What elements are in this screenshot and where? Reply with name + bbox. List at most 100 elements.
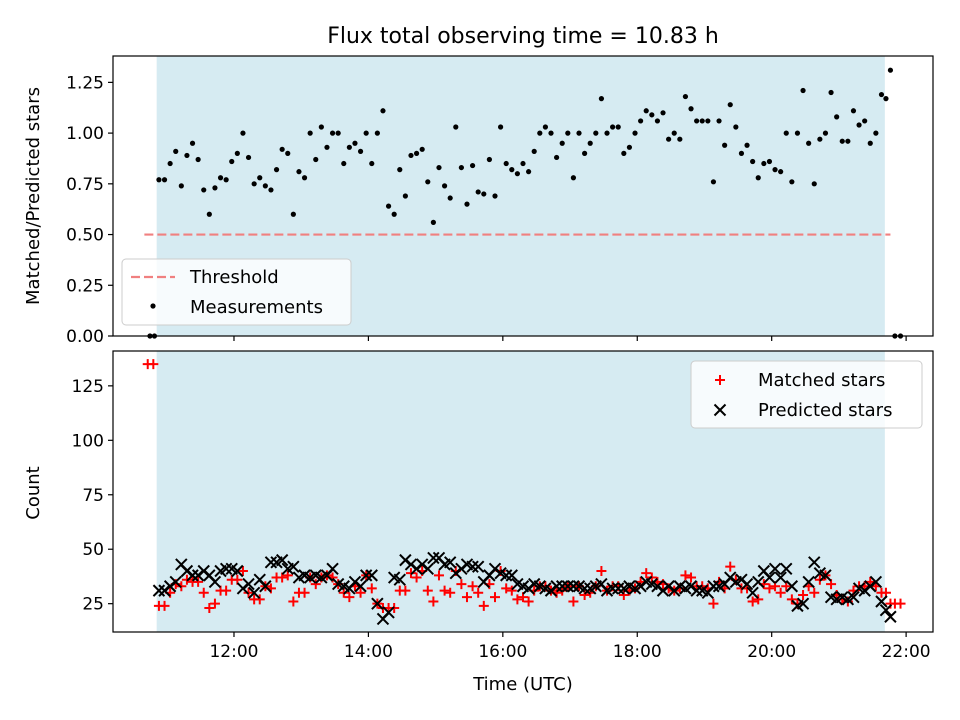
measurement-point [475,189,481,195]
matched-star-point [221,585,232,596]
measurement-point [883,96,889,102]
top-y-tick-label: 0.50 [66,226,104,246]
measurement-point [660,110,666,116]
measurement-point [341,160,347,167]
measurement-point [363,130,369,136]
measurement-point [492,193,498,199]
matched-star-point [366,583,377,594]
predicted-star-point [746,586,759,599]
measurement-point [245,154,252,161]
measurement-point [206,211,212,217]
measurement-point [828,89,834,96]
legend-item-threshold: Threshold [131,267,279,288]
measurement-point [173,148,179,154]
matched-star-point [310,579,321,590]
measurement-point [682,93,689,100]
measurement-point [273,167,280,173]
legend-label-threshold: Threshold [189,267,279,288]
predicted-star-point [606,582,619,595]
predicted-star-point [365,569,378,582]
x-tick-label: 14:00 [344,642,393,662]
measurement-point [548,130,554,136]
matched-star-point [489,592,500,603]
top-y-tick-label: 0.25 [66,276,104,296]
matched-star-point [445,587,456,598]
predicted-star-point [152,584,166,597]
measurement-point [514,171,520,177]
measurement-point [638,118,644,124]
measurement-point [503,160,509,167]
measurement-point [705,118,711,124]
measurement-point [296,169,302,175]
measurement-point [750,158,756,165]
top-series [147,67,904,339]
matched-star-point [456,579,467,590]
matched-star-point [641,568,652,579]
predicted-star-point [231,564,244,578]
predicted-star-point [763,571,776,584]
matched-star-point [355,587,366,598]
bottom-panel: 25 50 75 100 125 12:00 14:00 16:00 18:00 20:00 22:… [72,350,934,662]
measurement-point [189,140,196,146]
measurement-point [391,211,397,217]
matched-star-point [344,592,355,603]
measurement-point [887,67,894,73]
matched-star-point [764,583,775,594]
measurement-point [722,142,728,148]
measurement-point [666,136,672,142]
measurement-point [688,106,694,112]
predicted-star-point [371,597,384,610]
measurement-point [766,158,773,165]
measurement-point [755,175,761,181]
measurement-point [313,156,319,163]
measurement-point [615,124,621,130]
measurement-point [559,140,565,146]
matched-star-point [506,585,517,596]
measurement-point [324,144,330,150]
measurement-point [873,130,879,136]
measurement-point [290,211,296,217]
legend-label-predicted: Predicted stars [758,400,892,421]
bottom-legend: Matched stars Predicted stars [690,360,923,429]
predicted-star-point [780,562,793,576]
predicted-star-point [875,595,888,608]
measurement-point [156,177,162,183]
x-tick-label: 22:00 [882,642,931,662]
measurement-point [161,177,168,183]
measurement-point [811,181,817,187]
measurement-point [240,130,246,136]
matched-star-point [209,598,220,609]
bottom-y-tick-label: 100 [72,431,104,451]
measurement-point [800,87,806,94]
matched-star-point [159,600,170,611]
x-tick-label: 18:00 [613,642,662,662]
matched-star-point [786,594,797,605]
measurement-point [565,130,571,136]
top-y-tick-label: 1.25 [66,73,104,93]
measurement-point [307,130,313,136]
legend-label-matched: Matched stars [758,370,885,391]
matched-star-point [148,359,159,370]
predicted-star-point [499,569,513,582]
measurement-point [167,160,173,167]
predicted-star-point [393,573,406,586]
bottom-y-axis-label: Count [23,466,44,519]
measurement-point [397,167,403,173]
bottom-y-tick-label: 25 [82,595,104,615]
measurement-point [794,130,801,136]
measurement-point [862,118,868,124]
predicted-star-point [869,575,883,589]
measurement-point [526,169,532,175]
predicted-star-point [326,562,339,576]
matched-star-point [747,596,758,607]
measurement-point [458,164,464,171]
predicted-star-point [169,575,182,589]
matched-star-point [433,570,444,581]
measurement-point [554,154,560,161]
measurement-point [385,203,392,209]
measurement-point [587,140,593,146]
top-chart-title: Flux total observing time = 10.83 h [327,24,719,49]
predicted-star-point [556,580,569,593]
top-y-tick-label: 1.00 [66,124,104,144]
matched-star-point [411,572,422,583]
